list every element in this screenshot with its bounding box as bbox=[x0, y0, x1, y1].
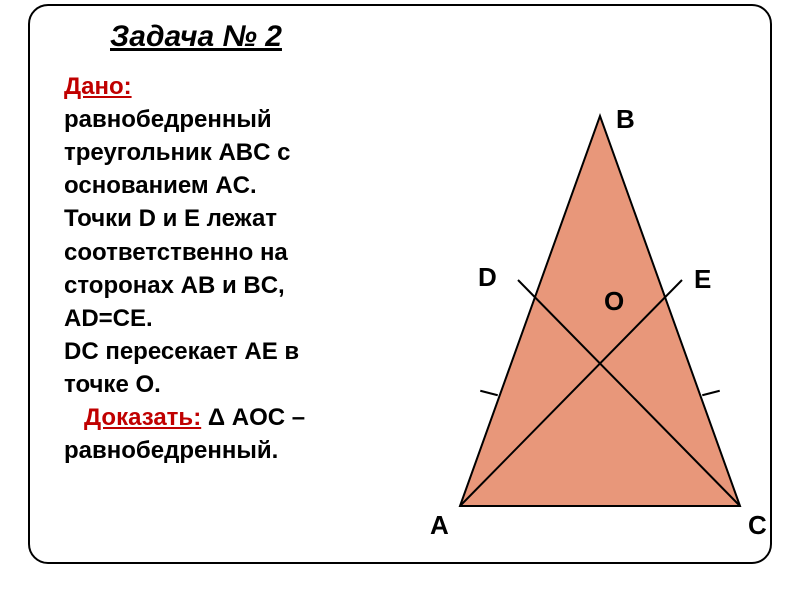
content-frame: Задача № 2 Дано: равнобедренный треуголь… bbox=[28, 4, 772, 564]
text-line: AD=CE. bbox=[64, 305, 153, 332]
geometry-diagram bbox=[400, 86, 800, 566]
problem-text: Дано: равнобедренный треугольник ABC с о… bbox=[64, 70, 404, 467]
text-line: сторонах AB и BC, bbox=[64, 272, 285, 299]
text-line: треугольник ABC с bbox=[64, 139, 290, 166]
text-line: DC пересекает AE в bbox=[64, 338, 299, 365]
problem-title: Задача № 2 bbox=[110, 20, 282, 54]
point-label-A: A bbox=[430, 510, 449, 541]
text-line: равнобедренный. bbox=[64, 437, 278, 464]
point-label-O: O bbox=[604, 286, 624, 317]
point-label-B: B bbox=[616, 104, 635, 135]
point-label-C: C bbox=[748, 510, 767, 541]
diagram-container: A B C D E O bbox=[400, 86, 800, 566]
prove-label: Доказать: bbox=[84, 404, 201, 431]
prove-text: Δ AOC – bbox=[201, 404, 305, 431]
text-line: Точки D и E лежат bbox=[64, 205, 277, 232]
text-line: основанием AC. bbox=[64, 172, 257, 199]
text-line: соответственно на bbox=[64, 239, 288, 266]
given-label: Дано: bbox=[64, 73, 132, 100]
point-label-D: D bbox=[478, 262, 497, 293]
text-line: точке О. bbox=[64, 371, 161, 398]
text-line: равнобедренный bbox=[64, 106, 272, 133]
point-label-E: E bbox=[694, 264, 711, 295]
